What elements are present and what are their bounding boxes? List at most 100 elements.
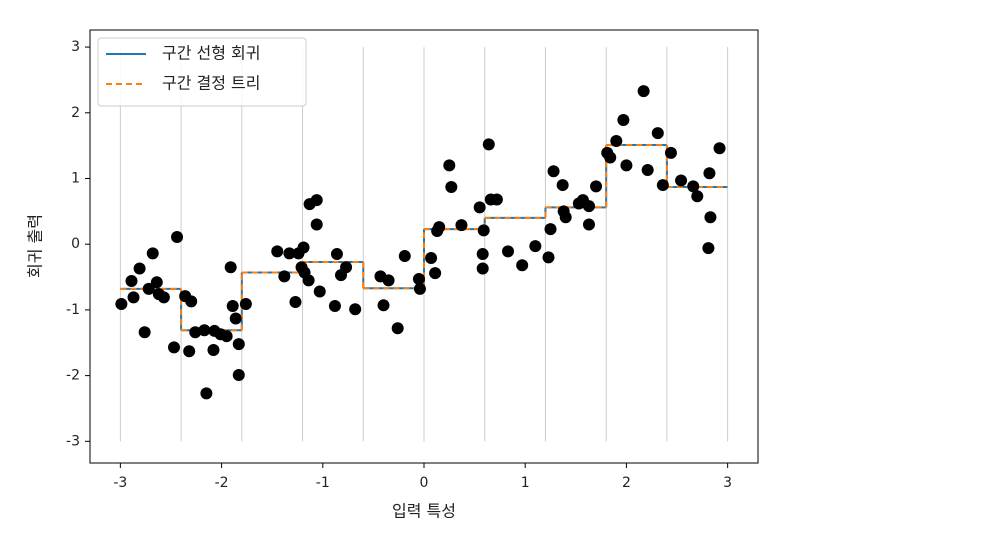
data-point (547, 165, 560, 178)
data-point (582, 218, 595, 231)
data-point (232, 368, 245, 381)
data-point (516, 259, 529, 272)
data-point (185, 295, 198, 308)
data-point (171, 230, 184, 243)
data-point (455, 219, 468, 232)
x-tick-label: 2 (622, 475, 631, 491)
data-point (544, 223, 557, 236)
data-point (340, 261, 353, 274)
data-point (115, 297, 128, 310)
data-point (559, 211, 572, 224)
data-point (641, 163, 654, 176)
data-point (529, 240, 542, 253)
data-point (138, 326, 151, 339)
data-point (703, 167, 716, 180)
data-point (297, 241, 310, 254)
data-point (502, 245, 515, 258)
data-point (382, 274, 395, 287)
legend-text: 구간 결정 트리 (162, 74, 261, 93)
data-point (443, 159, 456, 172)
y-tick-label: 1 (71, 170, 80, 186)
data-point (476, 248, 489, 261)
data-point (664, 146, 677, 159)
data-point (445, 181, 458, 194)
data-point (377, 299, 390, 312)
data-point (133, 262, 146, 275)
data-point (482, 138, 495, 151)
x-tick-label: -3 (113, 475, 127, 491)
data-point (127, 291, 140, 304)
data-point (590, 180, 603, 193)
data-point (556, 179, 569, 192)
data-point (224, 261, 237, 274)
y-axis-label: 회귀 출력 (26, 214, 45, 278)
data-point (691, 190, 704, 203)
data-point (425, 251, 438, 264)
data-point (157, 291, 170, 304)
data-point (542, 251, 555, 264)
data-point (413, 282, 426, 295)
data-point (183, 345, 196, 358)
data-point (604, 151, 617, 164)
data-point (490, 193, 503, 206)
data-point (220, 330, 233, 343)
x-tick-label: 0 (420, 475, 429, 491)
data-point (610, 135, 623, 148)
legend-box (97, 37, 307, 107)
data-point (582, 200, 595, 213)
data-point (433, 221, 446, 234)
data-point (313, 285, 326, 298)
data-point (687, 180, 700, 193)
data-point (398, 250, 411, 263)
legend-text: 구간 선형 회귀 (162, 44, 261, 63)
data-point (675, 174, 688, 187)
data-point (476, 262, 489, 275)
data-point (656, 179, 669, 192)
plot-area (115, 47, 729, 442)
data-point (200, 387, 213, 400)
data-point (620, 159, 633, 172)
data-point (207, 343, 220, 356)
data-point (189, 326, 202, 339)
data-point (226, 299, 239, 312)
y-tick-label: 3 (71, 39, 80, 55)
data-point (239, 297, 252, 310)
data-point (289, 296, 302, 309)
data-point (349, 303, 362, 316)
data-point (429, 267, 442, 280)
data-point (146, 247, 159, 260)
data-point (330, 248, 343, 261)
data-point (702, 242, 715, 255)
data-point (310, 194, 323, 207)
data-point (229, 312, 242, 325)
data-point (391, 322, 404, 335)
data-point (232, 338, 245, 351)
data-point (283, 247, 296, 260)
x-tick-label: 1 (521, 475, 530, 491)
data-point (713, 142, 726, 155)
data-point (271, 245, 284, 258)
data-point (651, 127, 664, 140)
data-point (412, 273, 425, 286)
data-point (150, 276, 163, 289)
data-point (477, 224, 490, 237)
data-point (125, 274, 138, 287)
data-point (328, 299, 341, 312)
data-point (617, 114, 630, 127)
data-point (302, 274, 315, 287)
y-tick-label: 2 (71, 105, 80, 121)
x-tick-label: 3 (723, 475, 732, 491)
y-tick-label: -2 (66, 368, 80, 384)
data-point (704, 211, 717, 224)
x-tick-label: -1 (316, 475, 330, 491)
data-point (473, 201, 486, 214)
y-tick-label: 0 (71, 236, 80, 252)
x-axis-label: 입력 특성 (392, 502, 456, 521)
data-point (637, 85, 650, 98)
y-tick-label: -1 (66, 302, 80, 318)
data-point (142, 282, 155, 295)
x-tick-label: -2 (215, 475, 229, 491)
y-tick-label: -3 (66, 433, 80, 449)
